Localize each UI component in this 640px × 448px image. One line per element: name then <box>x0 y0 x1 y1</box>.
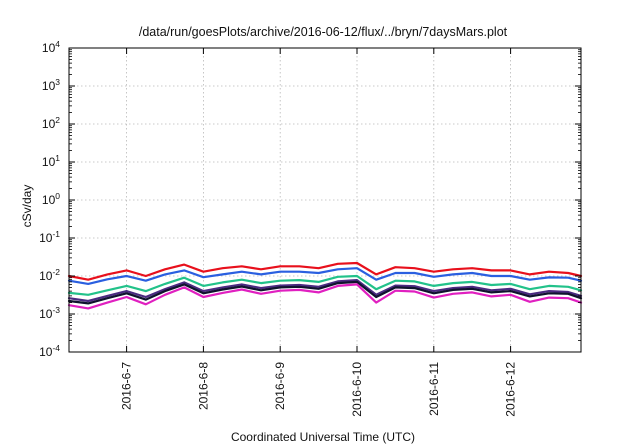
y-tick-label-exponent: -3 <box>52 305 60 315</box>
y-tick-label: 104 <box>42 39 60 55</box>
series-line-1 <box>67 261 583 281</box>
data-series <box>67 261 583 310</box>
y-tick-label-exponent: 0 <box>55 191 60 201</box>
chart-title: /data/run/goesPlots/archive/2016-06-12/f… <box>139 25 508 39</box>
x-tick-label: 2016-6-11 <box>427 362 441 416</box>
x-tick-label: 2016-6-7 <box>120 362 134 410</box>
y-tick-label-base: 10 <box>42 41 56 55</box>
series-line-5 <box>67 280 583 305</box>
y-tick-label-base: 10 <box>42 155 56 169</box>
y-tick-label-exponent: 2 <box>55 115 60 125</box>
y-tick-label-base: 10 <box>39 231 53 245</box>
y-tick-label-base: 10 <box>42 193 56 207</box>
y-axis-label: cSv/day <box>20 185 34 228</box>
y-tick-label-exponent: 4 <box>55 39 60 49</box>
x-tick-label: 2016-6-8 <box>196 362 210 410</box>
y-tick-label: 102 <box>42 115 60 131</box>
y-tick-label-base: 10 <box>39 307 53 321</box>
series-line-3 <box>67 274 583 296</box>
y-tick-label-exponent: -1 <box>52 229 60 239</box>
series-line-4 <box>67 279 583 303</box>
x-tick-label: 2016-6-9 <box>273 362 287 410</box>
y-tick-label: 10-1 <box>39 229 60 245</box>
y-tick-label: 101 <box>42 153 60 169</box>
y-tick-label-base: 10 <box>39 269 53 283</box>
x-tick-label: 2016-6-12 <box>504 362 518 417</box>
y-tick-label: 10-2 <box>39 267 60 283</box>
y-tick-label-base: 10 <box>39 345 53 359</box>
y-tick-label-base: 10 <box>42 79 56 93</box>
series-line-6 <box>67 283 583 310</box>
x-tick-label: 2016-6-10 <box>350 362 364 417</box>
series-line-2 <box>67 267 583 285</box>
y-tick-label-base: 10 <box>42 117 56 131</box>
y-tick-label-exponent: -2 <box>52 267 60 277</box>
y-tick-label: 10-3 <box>39 305 60 321</box>
y-tick-label: 100 <box>42 191 60 207</box>
x-axis-label: Coordinated Universal Time (UTC) <box>231 430 415 444</box>
y-tick-label-exponent: 1 <box>55 153 60 163</box>
y-tick-label-exponent: 3 <box>55 77 60 87</box>
y-tick-label-exponent: -4 <box>52 343 60 353</box>
y-tick-label: 103 <box>42 77 60 93</box>
y-tick-label: 10-4 <box>39 343 60 359</box>
x-axis: 2016-6-7 2016-6-8 2016-6-9 2016-6-10 2016-6-… <box>120 48 518 417</box>
